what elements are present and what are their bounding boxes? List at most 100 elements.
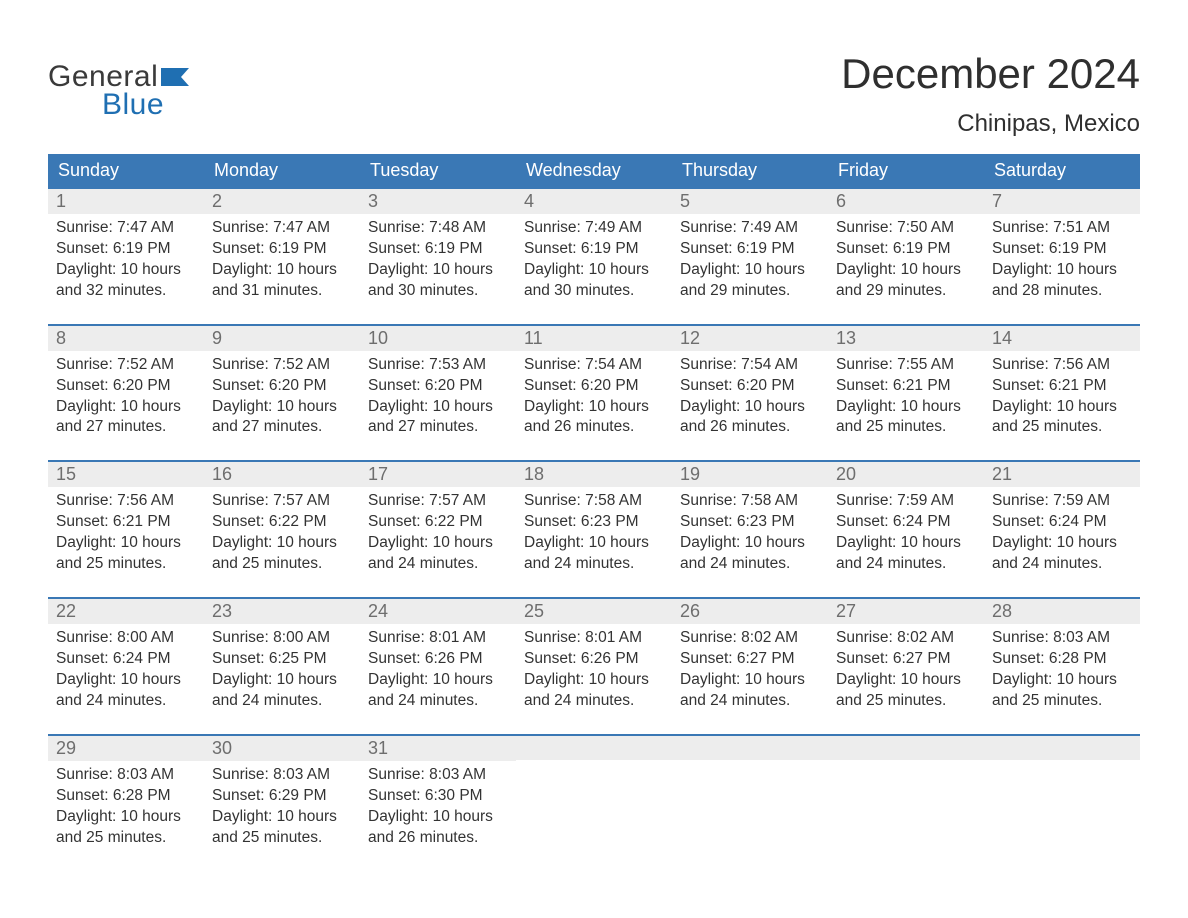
day-details: Sunrise: 7:53 AMSunset: 6:20 PMDaylight:… xyxy=(368,355,508,439)
weekday-header-row: SundayMondayTuesdayWednesdayThursdayFrid… xyxy=(48,154,1140,187)
weekday-header: Saturday xyxy=(984,154,1140,187)
calendar-day: 15Sunrise: 7:56 AMSunset: 6:21 PMDayligh… xyxy=(48,462,204,583)
calendar-day: 13Sunrise: 7:55 AMSunset: 6:21 PMDayligh… xyxy=(828,326,984,447)
day-details: Sunrise: 7:52 AMSunset: 6:20 PMDaylight:… xyxy=(212,355,352,439)
calendar-week: 1Sunrise: 7:47 AMSunset: 6:19 PMDaylight… xyxy=(48,187,1140,310)
sunrise-line: Sunrise: 8:03 AM xyxy=(992,628,1132,649)
day-number xyxy=(516,736,672,760)
sunrise-line: Sunrise: 7:47 AM xyxy=(212,218,352,239)
calendar-day: 1Sunrise: 7:47 AMSunset: 6:19 PMDaylight… xyxy=(48,189,204,310)
sunrise-line: Sunrise: 8:01 AM xyxy=(368,628,508,649)
sunrise-line: Sunrise: 7:49 AM xyxy=(524,218,664,239)
daylight-line: Daylight: 10 hours and 31 minutes. xyxy=(212,260,352,302)
calendar-day: 17Sunrise: 7:57 AMSunset: 6:22 PMDayligh… xyxy=(360,462,516,583)
sunset-line: Sunset: 6:27 PM xyxy=(680,649,820,670)
day-number xyxy=(984,736,1140,760)
weekday-header: Monday xyxy=(204,154,360,187)
day-details: Sunrise: 7:48 AMSunset: 6:19 PMDaylight:… xyxy=(368,218,508,302)
sunrise-line: Sunrise: 7:56 AM xyxy=(56,491,196,512)
calendar-day: 18Sunrise: 7:58 AMSunset: 6:23 PMDayligh… xyxy=(516,462,672,583)
calendar-day: 23Sunrise: 8:00 AMSunset: 6:25 PMDayligh… xyxy=(204,599,360,720)
sunrise-line: Sunrise: 7:56 AM xyxy=(992,355,1132,376)
calendar-week: 29Sunrise: 8:03 AMSunset: 6:28 PMDayligh… xyxy=(48,734,1140,857)
weekday-header: Friday xyxy=(828,154,984,187)
daylight-line: Daylight: 10 hours and 24 minutes. xyxy=(368,670,508,712)
day-details: Sunrise: 7:59 AMSunset: 6:24 PMDaylight:… xyxy=(992,491,1132,575)
day-details: Sunrise: 7:51 AMSunset: 6:19 PMDaylight:… xyxy=(992,218,1132,302)
daylight-line: Daylight: 10 hours and 25 minutes. xyxy=(992,397,1132,439)
daylight-line: Daylight: 10 hours and 27 minutes. xyxy=(212,397,352,439)
calendar-day: 12Sunrise: 7:54 AMSunset: 6:20 PMDayligh… xyxy=(672,326,828,447)
daylight-line: Daylight: 10 hours and 25 minutes. xyxy=(836,397,976,439)
day-number: 3 xyxy=(360,189,516,214)
calendar-day: 25Sunrise: 8:01 AMSunset: 6:26 PMDayligh… xyxy=(516,599,672,720)
calendar-day: 2Sunrise: 7:47 AMSunset: 6:19 PMDaylight… xyxy=(204,189,360,310)
calendar-day: 5Sunrise: 7:49 AMSunset: 6:19 PMDaylight… xyxy=(672,189,828,310)
title-block: December 2024 Chinipas, Mexico xyxy=(841,50,1140,138)
day-details: Sunrise: 7:52 AMSunset: 6:20 PMDaylight:… xyxy=(56,355,196,439)
day-details: Sunrise: 8:03 AMSunset: 6:28 PMDaylight:… xyxy=(56,765,196,849)
calendar-day: 4Sunrise: 7:49 AMSunset: 6:19 PMDaylight… xyxy=(516,189,672,310)
daylight-line: Daylight: 10 hours and 27 minutes. xyxy=(368,397,508,439)
weekday-header: Sunday xyxy=(48,154,204,187)
day-details: Sunrise: 7:55 AMSunset: 6:21 PMDaylight:… xyxy=(836,355,976,439)
sunrise-line: Sunrise: 8:03 AM xyxy=(212,765,352,786)
calendar-page: General Blue December 2024 Chinipas, Mex… xyxy=(0,0,1188,896)
sunset-line: Sunset: 6:22 PM xyxy=(212,512,352,533)
sunset-line: Sunset: 6:26 PM xyxy=(524,649,664,670)
daylight-line: Daylight: 10 hours and 28 minutes. xyxy=(992,260,1132,302)
sunset-line: Sunset: 6:20 PM xyxy=(524,376,664,397)
day-details: Sunrise: 7:47 AMSunset: 6:19 PMDaylight:… xyxy=(212,218,352,302)
daylight-line: Daylight: 10 hours and 29 minutes. xyxy=(836,260,976,302)
calendar-grid: SundayMondayTuesdayWednesdayThursdayFrid… xyxy=(48,154,1140,856)
weekday-header: Thursday xyxy=(672,154,828,187)
daylight-line: Daylight: 10 hours and 24 minutes. xyxy=(680,533,820,575)
sunset-line: Sunset: 6:20 PM xyxy=(56,376,196,397)
day-details: Sunrise: 8:03 AMSunset: 6:28 PMDaylight:… xyxy=(992,628,1132,712)
calendar-week: 22Sunrise: 8:00 AMSunset: 6:24 PMDayligh… xyxy=(48,597,1140,720)
sunrise-line: Sunrise: 7:57 AM xyxy=(212,491,352,512)
day-number: 31 xyxy=(360,736,516,761)
day-details: Sunrise: 7:58 AMSunset: 6:23 PMDaylight:… xyxy=(680,491,820,575)
daylight-line: Daylight: 10 hours and 25 minutes. xyxy=(56,807,196,849)
header: General Blue December 2024 Chinipas, Mex… xyxy=(48,50,1140,138)
day-number: 21 xyxy=(984,462,1140,487)
day-number: 6 xyxy=(828,189,984,214)
sunrise-line: Sunrise: 7:51 AM xyxy=(992,218,1132,239)
day-details: Sunrise: 7:58 AMSunset: 6:23 PMDaylight:… xyxy=(524,491,664,575)
daylight-line: Daylight: 10 hours and 24 minutes. xyxy=(56,670,196,712)
sunset-line: Sunset: 6:19 PM xyxy=(524,239,664,260)
day-details: Sunrise: 8:02 AMSunset: 6:27 PMDaylight:… xyxy=(836,628,976,712)
sunrise-line: Sunrise: 8:03 AM xyxy=(56,765,196,786)
day-number: 20 xyxy=(828,462,984,487)
sunrise-line: Sunrise: 7:54 AM xyxy=(680,355,820,376)
day-details: Sunrise: 7:47 AMSunset: 6:19 PMDaylight:… xyxy=(56,218,196,302)
daylight-line: Daylight: 10 hours and 27 minutes. xyxy=(56,397,196,439)
daylight-line: Daylight: 10 hours and 24 minutes. xyxy=(524,533,664,575)
day-number: 5 xyxy=(672,189,828,214)
calendar-day: 7Sunrise: 7:51 AMSunset: 6:19 PMDaylight… xyxy=(984,189,1140,310)
brand-text-blue: Blue xyxy=(102,88,164,122)
calendar-day: 6 Sunrise: 7:50 AMSunset: 6:19 PMDaylight… xyxy=(828,189,984,310)
calendar-day: 19Sunrise: 7:58 AMSunset: 6:23 PMDayligh… xyxy=(672,462,828,583)
sunrise-line: Sunrise: 7:48 AM xyxy=(368,218,508,239)
day-details: Sunrise: 8:03 AMSunset: 6:30 PMDaylight:… xyxy=(368,765,508,849)
day-number: 4 xyxy=(516,189,672,214)
day-details: Sunrise: 7:50 AMSunset: 6:19 PMDaylight:… xyxy=(836,218,976,302)
day-details: Sunrise: 7:56 AMSunset: 6:21 PMDaylight:… xyxy=(992,355,1132,439)
daylight-line: Daylight: 10 hours and 32 minutes. xyxy=(56,260,196,302)
daylight-line: Daylight: 10 hours and 30 minutes. xyxy=(368,260,508,302)
weekday-header: Wednesday xyxy=(516,154,672,187)
calendar-day: 8Sunrise: 7:52 AMSunset: 6:20 PMDaylight… xyxy=(48,326,204,447)
calendar-day: 3 Sunrise: 7:48 AMSunset: 6:19 PMDaylight… xyxy=(360,189,516,310)
sunset-line: Sunset: 6:29 PM xyxy=(212,786,352,807)
day-number: 17 xyxy=(360,462,516,487)
day-number xyxy=(672,736,828,760)
weekday-header: Tuesday xyxy=(360,154,516,187)
sunrise-line: Sunrise: 7:52 AM xyxy=(212,355,352,376)
sunset-line: Sunset: 6:19 PM xyxy=(680,239,820,260)
sunset-line: Sunset: 6:23 PM xyxy=(680,512,820,533)
flag-icon xyxy=(161,68,189,86)
day-details: Sunrise: 8:01 AMSunset: 6:26 PMDaylight:… xyxy=(368,628,508,712)
page-title: December 2024 xyxy=(841,50,1140,98)
